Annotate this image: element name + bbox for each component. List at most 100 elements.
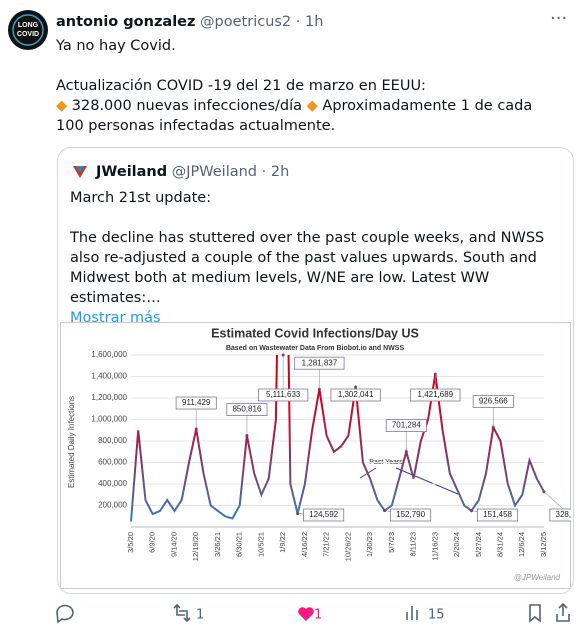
callout: 1,421,689 bbox=[410, 374, 461, 402]
x-tick-label: 3/12/25 bbox=[539, 532, 548, 557]
callout: 911,429 bbox=[175, 396, 217, 430]
retweet-count: 1 bbox=[196, 608, 204, 623]
separator: · bbox=[295, 14, 301, 30]
y-tick-label: 200,000 bbox=[98, 501, 127, 510]
watermark: @JPWeiland bbox=[514, 573, 561, 582]
data-point bbox=[317, 387, 321, 391]
x-tick-label: 1/30/23 bbox=[365, 532, 374, 557]
author-name[interactable]: antonio gonzalez bbox=[56, 14, 196, 30]
data-label: 328,218 bbox=[556, 510, 571, 519]
callout-box bbox=[330, 388, 381, 402]
callout-box bbox=[385, 419, 427, 433]
x-tick-label: 11/16/23 bbox=[430, 532, 439, 561]
x-tick-label: 5/7/23 bbox=[387, 532, 396, 553]
item: 328.000 nuevas infecciones/día bbox=[71, 98, 303, 114]
share-icon[interactable] bbox=[556, 602, 570, 622]
data-label: 926,566 bbox=[479, 397, 508, 406]
callout: 151,458 bbox=[471, 508, 519, 522]
callout-box bbox=[258, 388, 309, 402]
retweet-icon[interactable] bbox=[173, 603, 191, 623]
x-tick-label: 4/16/22 bbox=[300, 532, 309, 557]
data-label: 1,281,837 bbox=[302, 358, 338, 367]
like-count: 1 bbox=[314, 608, 322, 623]
x-tick-label: 8/31/24 bbox=[496, 532, 505, 557]
y-tick-label: 1,200,000 bbox=[91, 393, 127, 402]
y-tick-label: 800,000 bbox=[98, 436, 127, 445]
bullet: ◆ bbox=[306, 98, 318, 114]
callout: 926,566 bbox=[472, 394, 514, 428]
text-line: ◆ 328.000 nuevas infecciones/día ◆ Aprox… bbox=[56, 96, 536, 136]
author-name: JWeiland bbox=[96, 164, 168, 180]
item: Aproximadamente 1 de cada 100 personas i… bbox=[56, 98, 533, 134]
x-tick-label: 12/6/24 bbox=[517, 532, 526, 557]
x-tick-label: 9/14/20 bbox=[169, 532, 178, 557]
avatar[interactable]: LONG COVID bbox=[8, 10, 48, 50]
y-tick-label: 1,000,000 bbox=[91, 415, 127, 424]
avatar-text: LONG bbox=[18, 22, 39, 29]
x-tick-label: 10/5/21 bbox=[256, 532, 265, 557]
data-point bbox=[296, 512, 300, 516]
callout-box bbox=[477, 508, 519, 522]
callout-box bbox=[175, 396, 217, 410]
chart: Estimated Covid Infections/Day US Based … bbox=[60, 322, 571, 589]
y-tick-label: 400,000 bbox=[98, 479, 127, 488]
quoted-tweet[interactable]: JWeiland @JPWeiland · 2h March 21st upda… bbox=[57, 147, 574, 594]
callout: 701,284 bbox=[385, 419, 427, 452]
data-label: 1,421,689 bbox=[418, 390, 454, 399]
data-point bbox=[194, 427, 198, 431]
data-point bbox=[383, 509, 387, 513]
callout-box bbox=[294, 356, 345, 370]
callout: 5,111,633 bbox=[258, 355, 309, 402]
x-tick-label: 1/9/22 bbox=[278, 532, 287, 553]
x-tick-label: 5/27/24 bbox=[474, 532, 483, 557]
data-label: 911,429 bbox=[182, 398, 211, 407]
text-line: Ya no hay Covid. bbox=[56, 38, 176, 54]
bullet: ◆ bbox=[56, 98, 68, 114]
data-label: 151,458 bbox=[483, 510, 512, 519]
quote-header: JWeiland @JPWeiland · 2h bbox=[96, 162, 289, 182]
data-label: 1,302,041 bbox=[338, 390, 374, 399]
handle[interactable]: @poetricus2 bbox=[200, 14, 292, 30]
action-bar: 1 1 15 bbox=[56, 602, 570, 624]
text-line: March 21st update: bbox=[70, 190, 212, 206]
chart-subtitle: Based on Wastewater Data From Biobot.io … bbox=[226, 345, 405, 352]
x-tick-label: 6/30/21 bbox=[235, 532, 244, 557]
y-tick-label: 600,000 bbox=[98, 458, 127, 467]
views-icon[interactable] bbox=[406, 606, 418, 620]
data-label: 124,592 bbox=[309, 510, 338, 519]
text-line: Actualización COVID -19 del 21 de marzo … bbox=[56, 78, 426, 94]
x-tick-label: 8/11/23 bbox=[409, 532, 418, 556]
time: 2h bbox=[270, 164, 290, 180]
y-tick-label: 1,600,000 bbox=[91, 350, 127, 359]
data-label: 701,284 bbox=[392, 421, 421, 430]
data-point bbox=[404, 450, 408, 454]
view-count: 15 bbox=[428, 608, 445, 623]
x-tick-label: 3/5/20 bbox=[126, 532, 135, 553]
callout: 152,790 bbox=[384, 508, 432, 522]
data-label: 5,111,633 bbox=[266, 390, 301, 399]
y-tick-label: 1,400,000 bbox=[91, 372, 127, 381]
callout-box bbox=[410, 388, 461, 402]
annotation-arrow bbox=[395, 467, 459, 495]
avatar-text: COVID bbox=[17, 31, 39, 38]
data-point bbox=[281, 353, 285, 357]
reply-icon[interactable] bbox=[56, 604, 74, 624]
x-tick-label: 10/26/22 bbox=[343, 532, 352, 561]
more-menu[interactable]: ··· bbox=[550, 8, 568, 29]
separator: · bbox=[261, 164, 267, 180]
bookmark-icon[interactable] bbox=[529, 604, 541, 623]
x-tick-label: 3/26/21 bbox=[213, 532, 222, 557]
data-point bbox=[491, 425, 495, 429]
callout: 1,281,837 bbox=[294, 356, 345, 390]
data-label: 152,790 bbox=[396, 510, 425, 519]
y-axis-title: Estimated Daily Infections bbox=[67, 396, 76, 488]
x-tick-label: 7/21/22 bbox=[322, 532, 331, 557]
text-paragraph: The decline has stuttered over the past … bbox=[70, 230, 545, 306]
like-icon[interactable] bbox=[298, 607, 314, 621]
data-point bbox=[542, 490, 546, 494]
callout: 850,816 bbox=[226, 403, 268, 436]
time[interactable]: 1h bbox=[305, 14, 324, 30]
tweet-text: Ya no hay Covid. Actualización COVID -19… bbox=[56, 36, 536, 136]
callout-box bbox=[390, 508, 432, 522]
